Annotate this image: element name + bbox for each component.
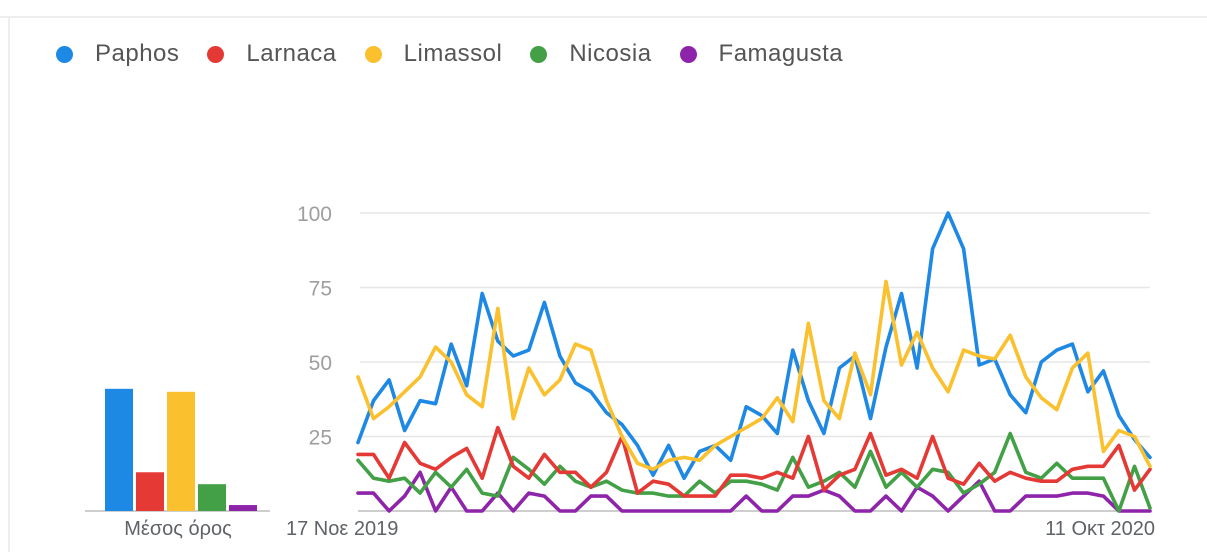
average-bar-nicosia <box>198 484 226 511</box>
y-tick-label-25: 25 <box>309 427 332 450</box>
average-bar-larnaca <box>136 472 164 511</box>
legend-dot-paphos <box>56 45 73 63</box>
series-line-nicosia <box>356 431 1152 513</box>
legend-label-paphos: Paphos <box>95 40 180 67</box>
y-tick-label-75: 75 <box>309 278 332 301</box>
average-bar-famagusta <box>229 505 257 511</box>
series-line-paphos <box>356 211 1152 481</box>
legend-dot-limassol <box>364 45 382 63</box>
average-bar-paphos <box>105 388 133 511</box>
legend-label-larnaca: Larnaca <box>246 40 337 67</box>
y-tick-label-100: 100 <box>297 203 332 226</box>
legend-label-limassol: Limassol <box>403 40 503 67</box>
legend-item-larnaca[interactable]: Larnaca <box>207 40 336 68</box>
card-top-border <box>0 16 1207 18</box>
legend-dot-larnaca <box>207 45 225 63</box>
legend-label-famagusta: Famagusta <box>718 40 844 67</box>
average-bar-limassol <box>167 391 195 511</box>
legend-item-nicosia[interactable]: Nicosia <box>530 40 651 68</box>
legend-item-limassol[interactable]: Limassol <box>364 40 503 68</box>
legend: Paphos Larnaca Limassol Nicosia Famagust… <box>56 40 871 68</box>
x-label-end: 11 Οκτ 2020 <box>1045 518 1155 540</box>
card-left-border <box>8 16 10 552</box>
legend-dot-famagusta <box>679 45 697 63</box>
series-line-larnaca <box>356 425 1152 498</box>
legend-item-paphos[interactable]: Paphos <box>56 40 179 68</box>
average-label: Μέσος όρος <box>124 518 232 540</box>
y-tick-label-50: 50 <box>309 352 332 375</box>
series-line-famagusta <box>356 470 1152 513</box>
legend-item-famagusta[interactable]: Famagusta <box>679 40 844 68</box>
legend-label-nicosia: Nicosia <box>569 40 652 67</box>
series-line-limassol <box>356 279 1152 472</box>
x-label-start: 17 Νοε 2019 <box>286 518 398 540</box>
legend-dot-nicosia <box>530 45 548 63</box>
